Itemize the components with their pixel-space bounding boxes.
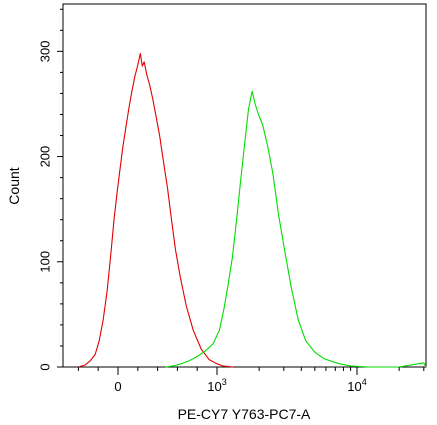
x-axis-title: PE-CY7 Y763-PC7-A [178,406,311,422]
x-tick-label: 103 [207,377,226,394]
plot-frame [62,3,427,368]
y-axis-title: Count [6,167,22,204]
series-layer [78,52,427,368]
y-tick-label: 300 [37,40,52,62]
y-tick-label: 100 [37,251,52,273]
x-tick-label: 0 [114,379,121,394]
histogram-series-2 [165,90,427,368]
x-axis-ticks: 0 103 104 [77,367,425,394]
y-axis-ticks: 0 100 200 300 [37,8,63,371]
histogram-series-1 [78,52,234,368]
y-tick-label: 200 [37,146,52,168]
y-tick-label: 0 [37,363,52,370]
x-tick-label: 104 [347,377,366,394]
